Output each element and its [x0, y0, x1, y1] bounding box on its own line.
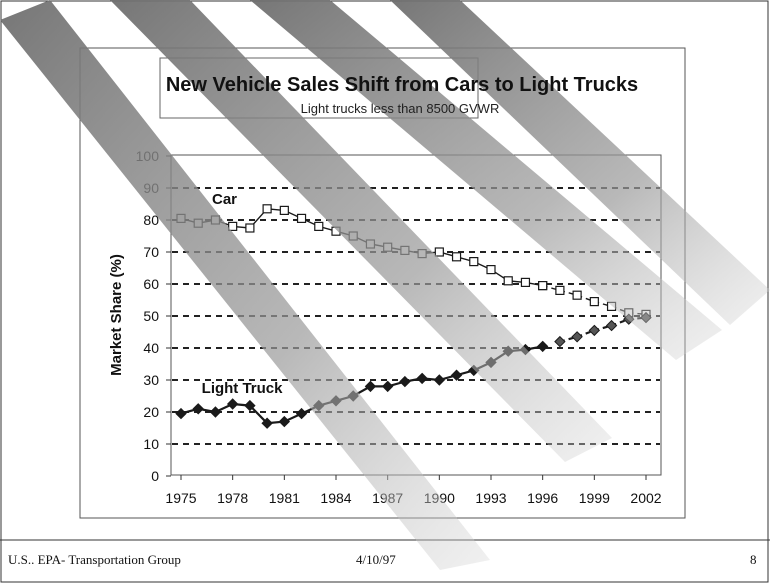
light-truck-point — [364, 380, 377, 393]
car-point — [262, 204, 272, 214]
y-tick-label: 80 — [143, 212, 159, 228]
x-tick-label: 1984 — [320, 490, 351, 506]
car-point — [279, 205, 289, 215]
car-point — [469, 257, 479, 267]
car-point — [538, 281, 548, 291]
y-tick-label: 70 — [143, 244, 159, 260]
light-truck-point — [278, 415, 291, 428]
footer-organization: U.S.. EPA- Transportation Group — [8, 552, 181, 567]
y-tick-label: 50 — [143, 308, 159, 324]
car-point — [572, 290, 582, 300]
car-label: Car — [212, 191, 237, 208]
light-truck-point — [536, 340, 549, 353]
chart-subtitle: Light trucks less than 8500 GVWR — [301, 101, 500, 116]
car-point — [520, 277, 531, 287]
x-tick-label: 2002 — [630, 490, 661, 506]
stripe-2 — [110, 0, 612, 462]
y-tick-label: 0 — [151, 468, 159, 484]
light-truck-point — [588, 324, 601, 337]
x-tick-label: 1978 — [217, 490, 248, 506]
stripe-4 — [390, 0, 770, 325]
car-point — [314, 221, 324, 231]
light-truck-point — [209, 406, 222, 418]
x-tick-label: 1996 — [527, 490, 558, 506]
car-point — [228, 221, 238, 231]
car-point — [296, 213, 307, 223]
light-truck-point — [244, 399, 256, 412]
stripe-1 — [0, 0, 490, 570]
y-tick-label: 30 — [143, 372, 159, 388]
x-tick-label: 1981 — [269, 490, 300, 506]
x-tick-label: 1999 — [579, 490, 610, 506]
footer-date: 4/10/97 — [356, 552, 396, 567]
car-point — [451, 252, 462, 262]
page-number: 8 — [750, 552, 757, 567]
y-tick-label: 10 — [143, 436, 159, 452]
x-axis: 1975197819811984198719901993199619992002 — [165, 475, 662, 506]
car-point — [555, 285, 565, 295]
chart-title: New Vehicle Sales Shift from Cars to Lig… — [166, 74, 638, 96]
y-axis-label: Market Share (%) — [108, 254, 125, 376]
light-truck-point — [261, 417, 273, 429]
x-tick-label: 1975 — [165, 490, 196, 506]
light-truck-point — [226, 398, 239, 410]
light-truck-point — [554, 335, 566, 348]
car-point — [486, 265, 496, 275]
light-truck-label: Light Truck — [202, 380, 283, 397]
y-tick-label: 60 — [143, 276, 159, 292]
stripe-3 — [250, 0, 722, 360]
y-tick-label: 40 — [143, 340, 159, 356]
car-point — [434, 247, 444, 257]
light-truck-point — [399, 375, 411, 388]
light-truck-point — [433, 374, 446, 386]
decorative-stripes — [0, 0, 770, 570]
light-truck-point — [416, 372, 428, 385]
car-point — [245, 223, 255, 233]
y-tick-label: 20 — [143, 404, 159, 420]
light-truck-point — [605, 319, 618, 332]
car-point — [503, 276, 513, 286]
light-truck-point — [175, 407, 187, 420]
y-axis: 0102030405060708090100 — [136, 148, 171, 484]
light-truck-point — [295, 407, 308, 420]
light-truck-point — [381, 380, 394, 393]
car-point — [589, 297, 599, 307]
light-truck-point — [192, 403, 204, 415]
light-truck-point — [571, 331, 583, 343]
light-truck-point — [450, 369, 463, 381]
x-tick-label: 1993 — [475, 490, 506, 506]
annotations: Car Light Truck — [202, 191, 283, 397]
